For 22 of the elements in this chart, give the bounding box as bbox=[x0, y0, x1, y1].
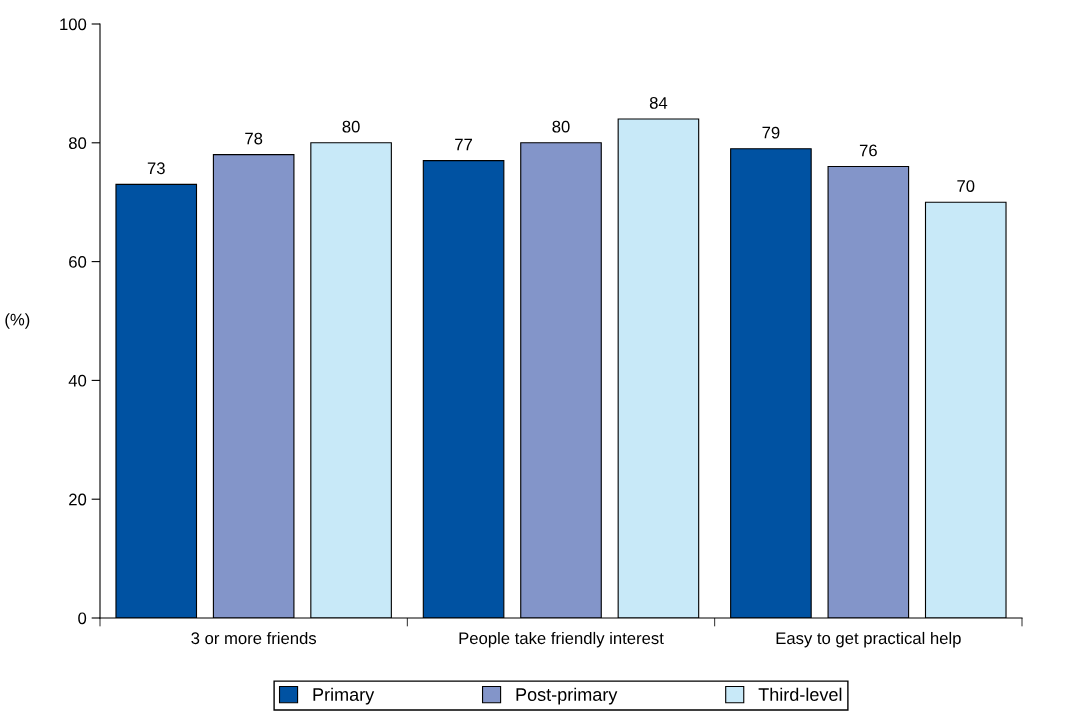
y-tick-label: 0 bbox=[78, 612, 87, 625]
data-label: 78 bbox=[245, 132, 263, 145]
x-tick-label: 3 or more friends bbox=[191, 631, 317, 645]
y-tick-label: 60 bbox=[69, 256, 87, 268]
y-tick-label: 20 bbox=[69, 493, 87, 506]
y-tick-label: 80 bbox=[68, 137, 87, 149]
legend-label: Third-level bbox=[758, 687, 842, 701]
y-axis-title: (%) bbox=[5, 313, 30, 329]
data-label: 79 bbox=[762, 126, 780, 139]
data-label: 70 bbox=[957, 180, 975, 192]
data-label: 84 bbox=[649, 97, 668, 109]
data-label: 77 bbox=[455, 138, 473, 151]
data-label: 73 bbox=[147, 162, 165, 175]
data-label: 80 bbox=[552, 120, 570, 133]
x-tick-label: People take friendly interest bbox=[459, 631, 664, 648]
y-tick-label: 100 bbox=[60, 18, 87, 31]
legend-label: Primary bbox=[313, 687, 375, 705]
data-label: 76 bbox=[859, 144, 877, 157]
x-tick-label: Easy to get practical help bbox=[776, 631, 961, 648]
legend-label: Post-primary bbox=[516, 687, 618, 705]
y-tick-label: 40 bbox=[68, 374, 87, 387]
data-label: 80 bbox=[342, 120, 360, 133]
